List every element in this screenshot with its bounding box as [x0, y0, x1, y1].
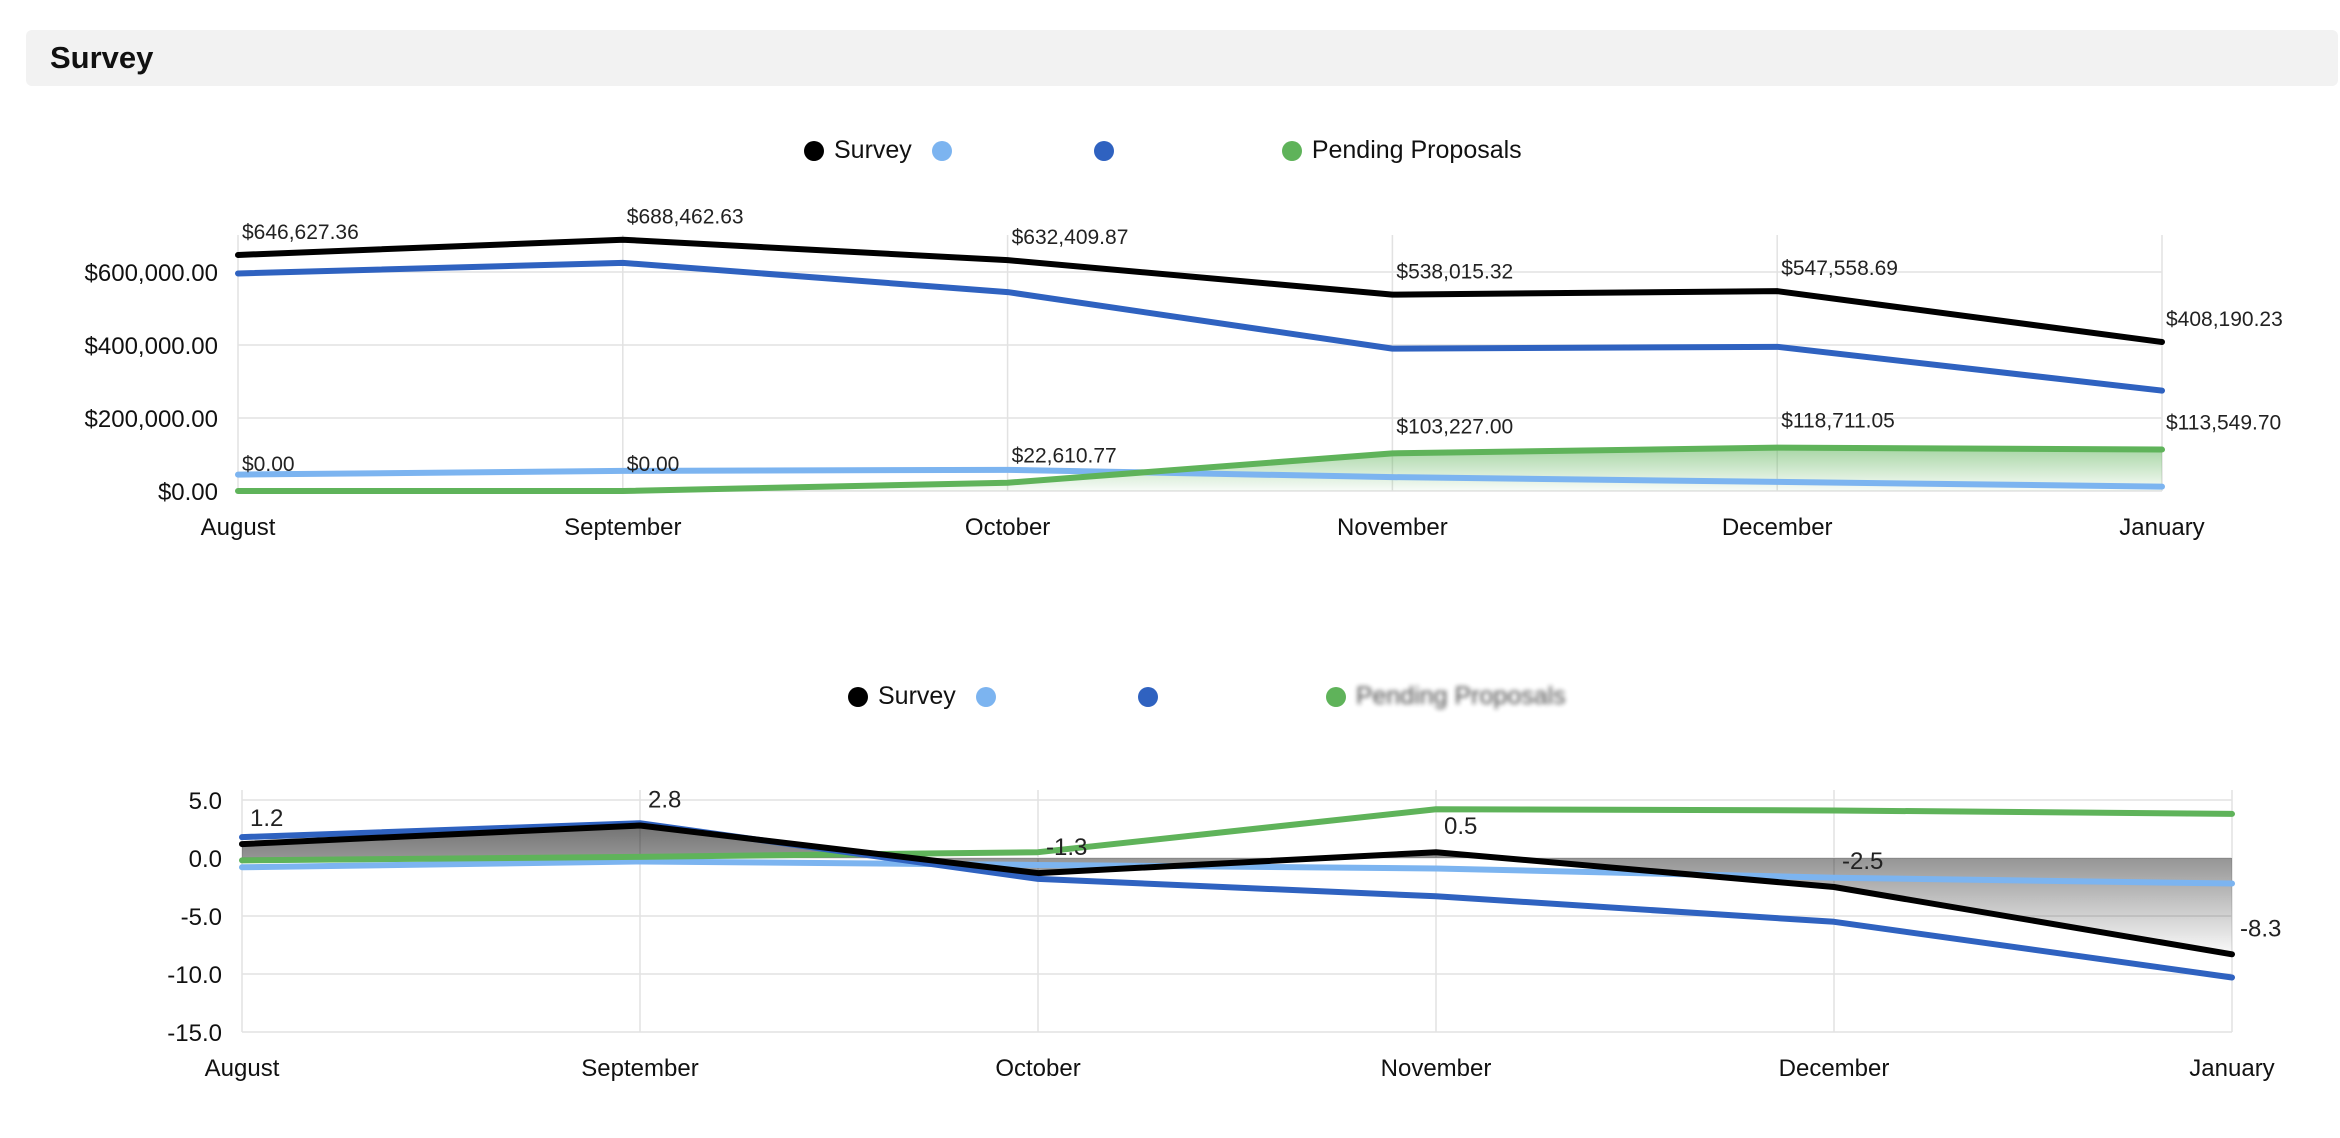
legend-item-survey[interactable]: Survey: [804, 136, 912, 165]
chart2-legend: Survey Pending Proposals: [848, 682, 1576, 711]
y-tick-label: -15.0: [167, 1020, 222, 1047]
y-tick-label: $400,000.00: [85, 333, 218, 360]
legend-dot-icon: [848, 686, 868, 707]
series-line-2[interactable]: [239, 820, 2235, 981]
data-label: -8.3: [2240, 915, 2281, 942]
y-tick-label: -5.0: [181, 904, 222, 931]
legend-label: Pending Proposals: [1355, 682, 1566, 710]
legend-dot-icon: [931, 140, 952, 161]
x-tick-label: December: [1722, 514, 1833, 541]
data-label: $118,711.05: [1781, 410, 1895, 433]
y-tick-label: 5.0: [189, 788, 222, 815]
series-line-3[interactable]: [235, 444, 2165, 494]
data-label: $408,190.23: [2166, 308, 2283, 331]
x-tick-label: September: [564, 514, 681, 541]
legend-item-pending-proposals[interactable]: Pending Proposals: [1281, 136, 1522, 165]
panel-header: Survey: [26, 30, 2338, 86]
legend-label: Survey: [878, 682, 956, 710]
data-label: 2.8: [648, 787, 681, 814]
data-label: 0.5: [1444, 813, 1477, 840]
legend-item-survey[interactable]: Survey: [848, 682, 956, 711]
series-line-1[interactable]: [235, 466, 2165, 490]
y-tick-label: $600,000.00: [85, 260, 218, 287]
x-tick-label: September: [581, 1055, 698, 1082]
legend-label: Pending Proposals: [1311, 136, 1522, 164]
x-tick-label: August: [205, 1055, 280, 1082]
y-tick-label: -10.0: [167, 962, 222, 989]
data-label: $113,549.70: [2166, 412, 2281, 435]
legend-dot-icon: [804, 140, 824, 161]
x-tick-label: November: [1381, 1055, 1492, 1082]
legend-dot-icon: [1325, 686, 1346, 707]
y-tick-label: 0.0: [189, 846, 222, 873]
y-tick-label: $0.00: [158, 479, 218, 506]
data-label: 1.2: [250, 805, 283, 832]
series-line-0[interactable]: [239, 822, 2235, 958]
legend-dot-icon: [1137, 686, 1158, 707]
data-label: $632,409.87: [1012, 226, 1129, 249]
legend-item-series-3[interactable]: [1137, 686, 1306, 707]
panel-title: Survey: [50, 40, 154, 75]
x-tick-label: November: [1337, 514, 1448, 541]
data-label: $646,627.36: [242, 221, 359, 244]
series-line-3[interactable]: [239, 806, 2235, 864]
series-line-1[interactable]: [239, 858, 2235, 887]
data-label: $0.00: [242, 453, 295, 476]
x-tick-label: October: [995, 1055, 1080, 1082]
legend-dot-icon: [1093, 140, 1114, 161]
legend-label: Survey: [834, 136, 912, 164]
data-label: -2.5: [1842, 848, 1883, 875]
legend-item-pending-proposals[interactable]: Pending Proposals: [1325, 682, 1576, 711]
x-tick-label: October: [965, 514, 1050, 541]
legend-dot-icon: [1281, 140, 1302, 161]
series-line-2[interactable]: [235, 259, 2165, 394]
x-tick-label: August: [201, 514, 276, 541]
data-label: $547,558.69: [1781, 257, 1898, 280]
y-tick-label: $200,000.00: [85, 406, 218, 433]
data-label: $0.00: [627, 453, 680, 476]
data-label: $22,610.77: [1012, 445, 1117, 468]
x-tick-label: January: [2189, 1055, 2274, 1082]
x-tick-label: January: [2119, 514, 2204, 541]
legend-dot-icon: [975, 686, 996, 707]
series-line-0[interactable]: [235, 236, 2165, 346]
legend-item-series-3[interactable]: [1093, 140, 1262, 161]
x-tick-label: December: [1779, 1055, 1890, 1082]
data-label: $688,462.63: [627, 206, 744, 229]
data-label: -1.3: [1046, 834, 1087, 861]
legend-item-series-2[interactable]: [931, 140, 1074, 161]
chart1-legend: Survey Pending Proposals: [804, 136, 1522, 165]
data-label: $538,015.32: [1396, 261, 1513, 284]
legend-item-series-2[interactable]: [975, 686, 1118, 707]
data-label: $103,227.00: [1396, 415, 1513, 438]
chart-1: $646,627.36 $688,462.63 $632,409.87 $538,01…: [85, 206, 2283, 541]
